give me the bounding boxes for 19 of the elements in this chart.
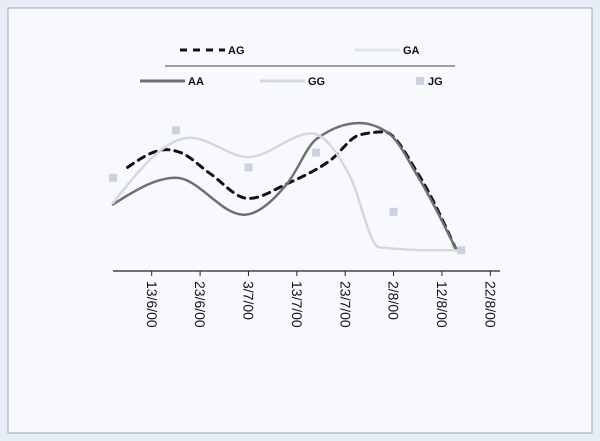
point [244,163,252,172]
x-tick-label: 3/7/00 [240,281,257,320]
point [109,174,117,182]
x-tick-label: 13/6/00 [144,281,160,328]
legend-label: AA [188,76,204,88]
point [390,208,398,216]
legend-label: GG [308,76,326,88]
legend-label: AG [228,44,244,57]
x-tick-label: 23/7/00 [337,281,354,328]
x-tick-label: 22/8/00 [482,281,498,328]
x-tick-label: 23/6/00 [192,281,208,328]
x-tick-label: 2/8/00 [386,281,402,320]
point [457,246,466,254]
legend-label: JG [428,76,443,88]
legend-label: GA [403,44,420,57]
point [172,126,180,134]
point [312,148,320,157]
x-tick-label: 12/8/00 [434,281,450,328]
x-tick-label: 13/7/00 [288,281,305,328]
